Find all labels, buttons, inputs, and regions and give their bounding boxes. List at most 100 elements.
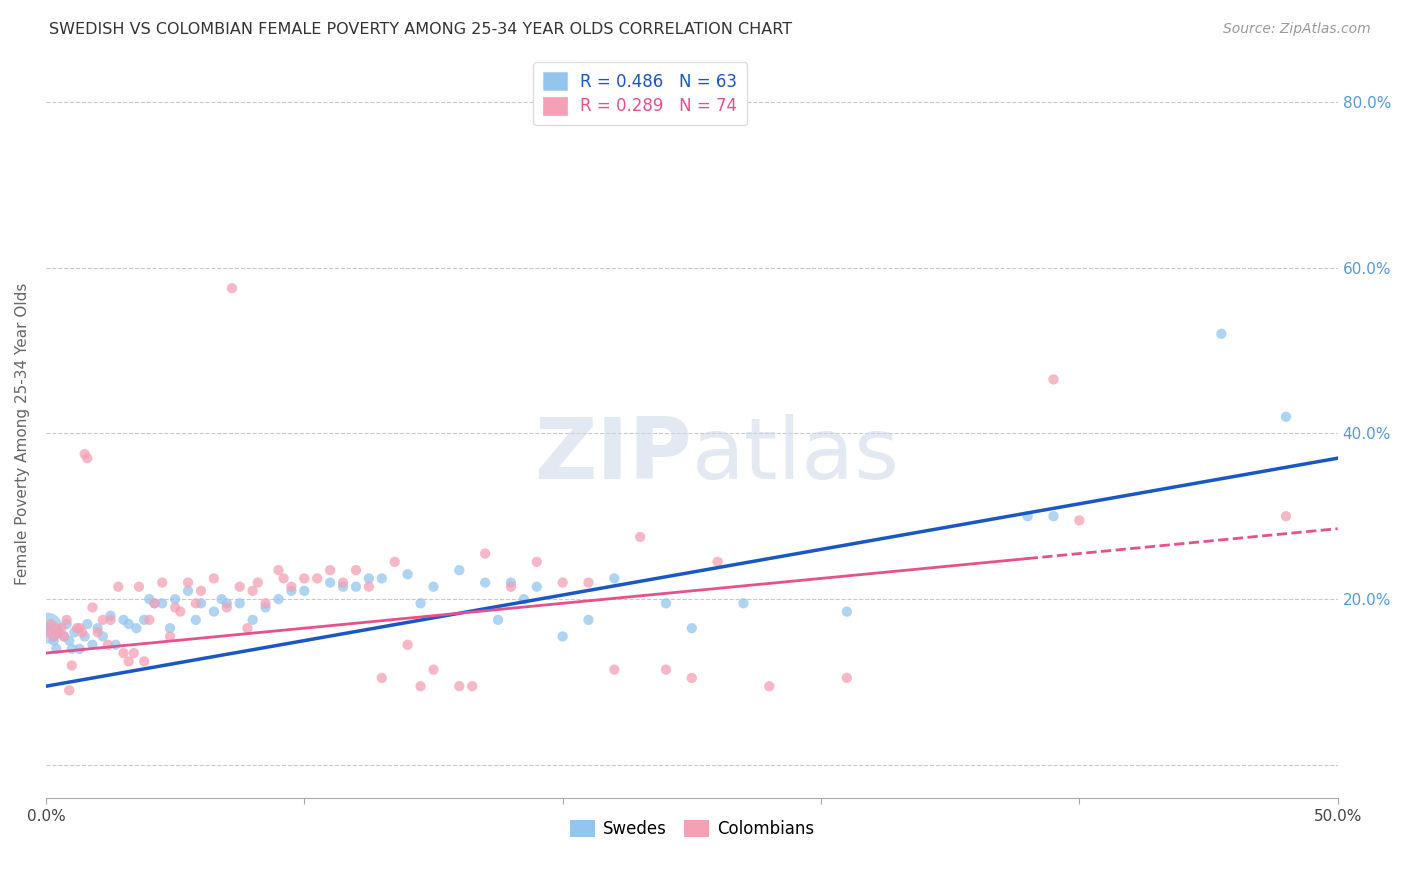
Point <box>69 621 91 635</box>
Point <box>292 583 315 598</box>
Point <box>117 617 139 632</box>
Point <box>138 613 160 627</box>
Point <box>86 625 108 640</box>
Point <box>551 575 574 590</box>
Point <box>55 613 77 627</box>
Point <box>150 596 173 610</box>
Point <box>211 592 233 607</box>
Text: Source: ZipAtlas.com: Source: ZipAtlas.com <box>1223 22 1371 37</box>
Point <box>578 575 600 590</box>
Point <box>449 679 471 693</box>
Point <box>344 580 367 594</box>
Point <box>422 580 444 594</box>
Point <box>513 592 536 607</box>
Point <box>319 563 342 577</box>
Point <box>128 580 150 594</box>
Point <box>254 596 277 610</box>
Point <box>97 638 120 652</box>
Point <box>37 621 59 635</box>
Point <box>526 555 548 569</box>
Point <box>86 621 108 635</box>
Point <box>603 571 626 585</box>
Point <box>835 605 858 619</box>
Text: SWEDISH VS COLOMBIAN FEMALE POVERTY AMONG 25-34 YEAR OLDS CORRELATION CHART: SWEDISH VS COLOMBIAN FEMALE POVERTY AMON… <box>49 22 793 37</box>
Point <box>143 596 166 610</box>
Point <box>190 583 212 598</box>
Point <box>45 621 67 635</box>
Point <box>551 630 574 644</box>
Point <box>273 571 295 585</box>
Point <box>202 571 225 585</box>
Point <box>357 571 380 585</box>
Text: atlas: atlas <box>692 414 900 497</box>
Point <box>76 451 98 466</box>
Point <box>1042 372 1064 386</box>
Point <box>628 530 651 544</box>
Point <box>267 592 290 607</box>
Point <box>409 596 432 610</box>
Point <box>104 638 127 652</box>
Point <box>169 605 191 619</box>
Point <box>254 600 277 615</box>
Point <box>396 638 419 652</box>
Point <box>58 633 80 648</box>
Point <box>63 625 86 640</box>
Point <box>242 613 264 627</box>
Point <box>242 583 264 598</box>
Point <box>143 596 166 610</box>
Point <box>706 555 728 569</box>
Point <box>53 630 76 644</box>
Point <box>53 630 76 644</box>
Point <box>42 630 65 644</box>
Point <box>38 621 60 635</box>
Legend: Swedes, Colombians: Swedes, Colombians <box>562 813 821 845</box>
Point <box>112 646 135 660</box>
Point <box>228 596 250 610</box>
Point <box>215 596 238 610</box>
Point <box>38 625 60 640</box>
Point <box>76 617 98 632</box>
Point <box>578 613 600 627</box>
Point <box>332 575 354 590</box>
Point <box>499 580 522 594</box>
Point <box>73 630 96 644</box>
Point <box>70 625 93 640</box>
Point <box>82 638 104 652</box>
Point <box>122 646 145 660</box>
Point <box>150 575 173 590</box>
Point <box>280 580 302 594</box>
Y-axis label: Female Poverty Among 25-34 Year Olds: Female Poverty Among 25-34 Year Olds <box>15 282 30 584</box>
Point <box>100 613 122 627</box>
Point <box>357 580 380 594</box>
Point <box>733 596 755 610</box>
Point <box>45 641 67 656</box>
Point <box>499 575 522 590</box>
Point <box>758 679 780 693</box>
Point <box>655 663 678 677</box>
Point <box>236 621 259 635</box>
Point <box>526 580 548 594</box>
Point <box>100 608 122 623</box>
Point <box>246 575 269 590</box>
Point <box>409 679 432 693</box>
Point <box>344 563 367 577</box>
Point <box>125 621 148 635</box>
Point <box>91 613 114 627</box>
Point <box>461 679 484 693</box>
Point <box>384 555 406 569</box>
Point <box>474 547 496 561</box>
Point <box>228 580 250 594</box>
Point <box>396 567 419 582</box>
Point <box>292 571 315 585</box>
Point <box>73 447 96 461</box>
Point <box>681 621 703 635</box>
Point <box>107 580 129 594</box>
Point <box>190 596 212 610</box>
Point <box>165 600 187 615</box>
Point <box>82 600 104 615</box>
Point <box>48 625 70 640</box>
Point <box>117 654 139 668</box>
Point <box>55 617 77 632</box>
Point <box>159 630 181 644</box>
Point <box>215 600 238 615</box>
